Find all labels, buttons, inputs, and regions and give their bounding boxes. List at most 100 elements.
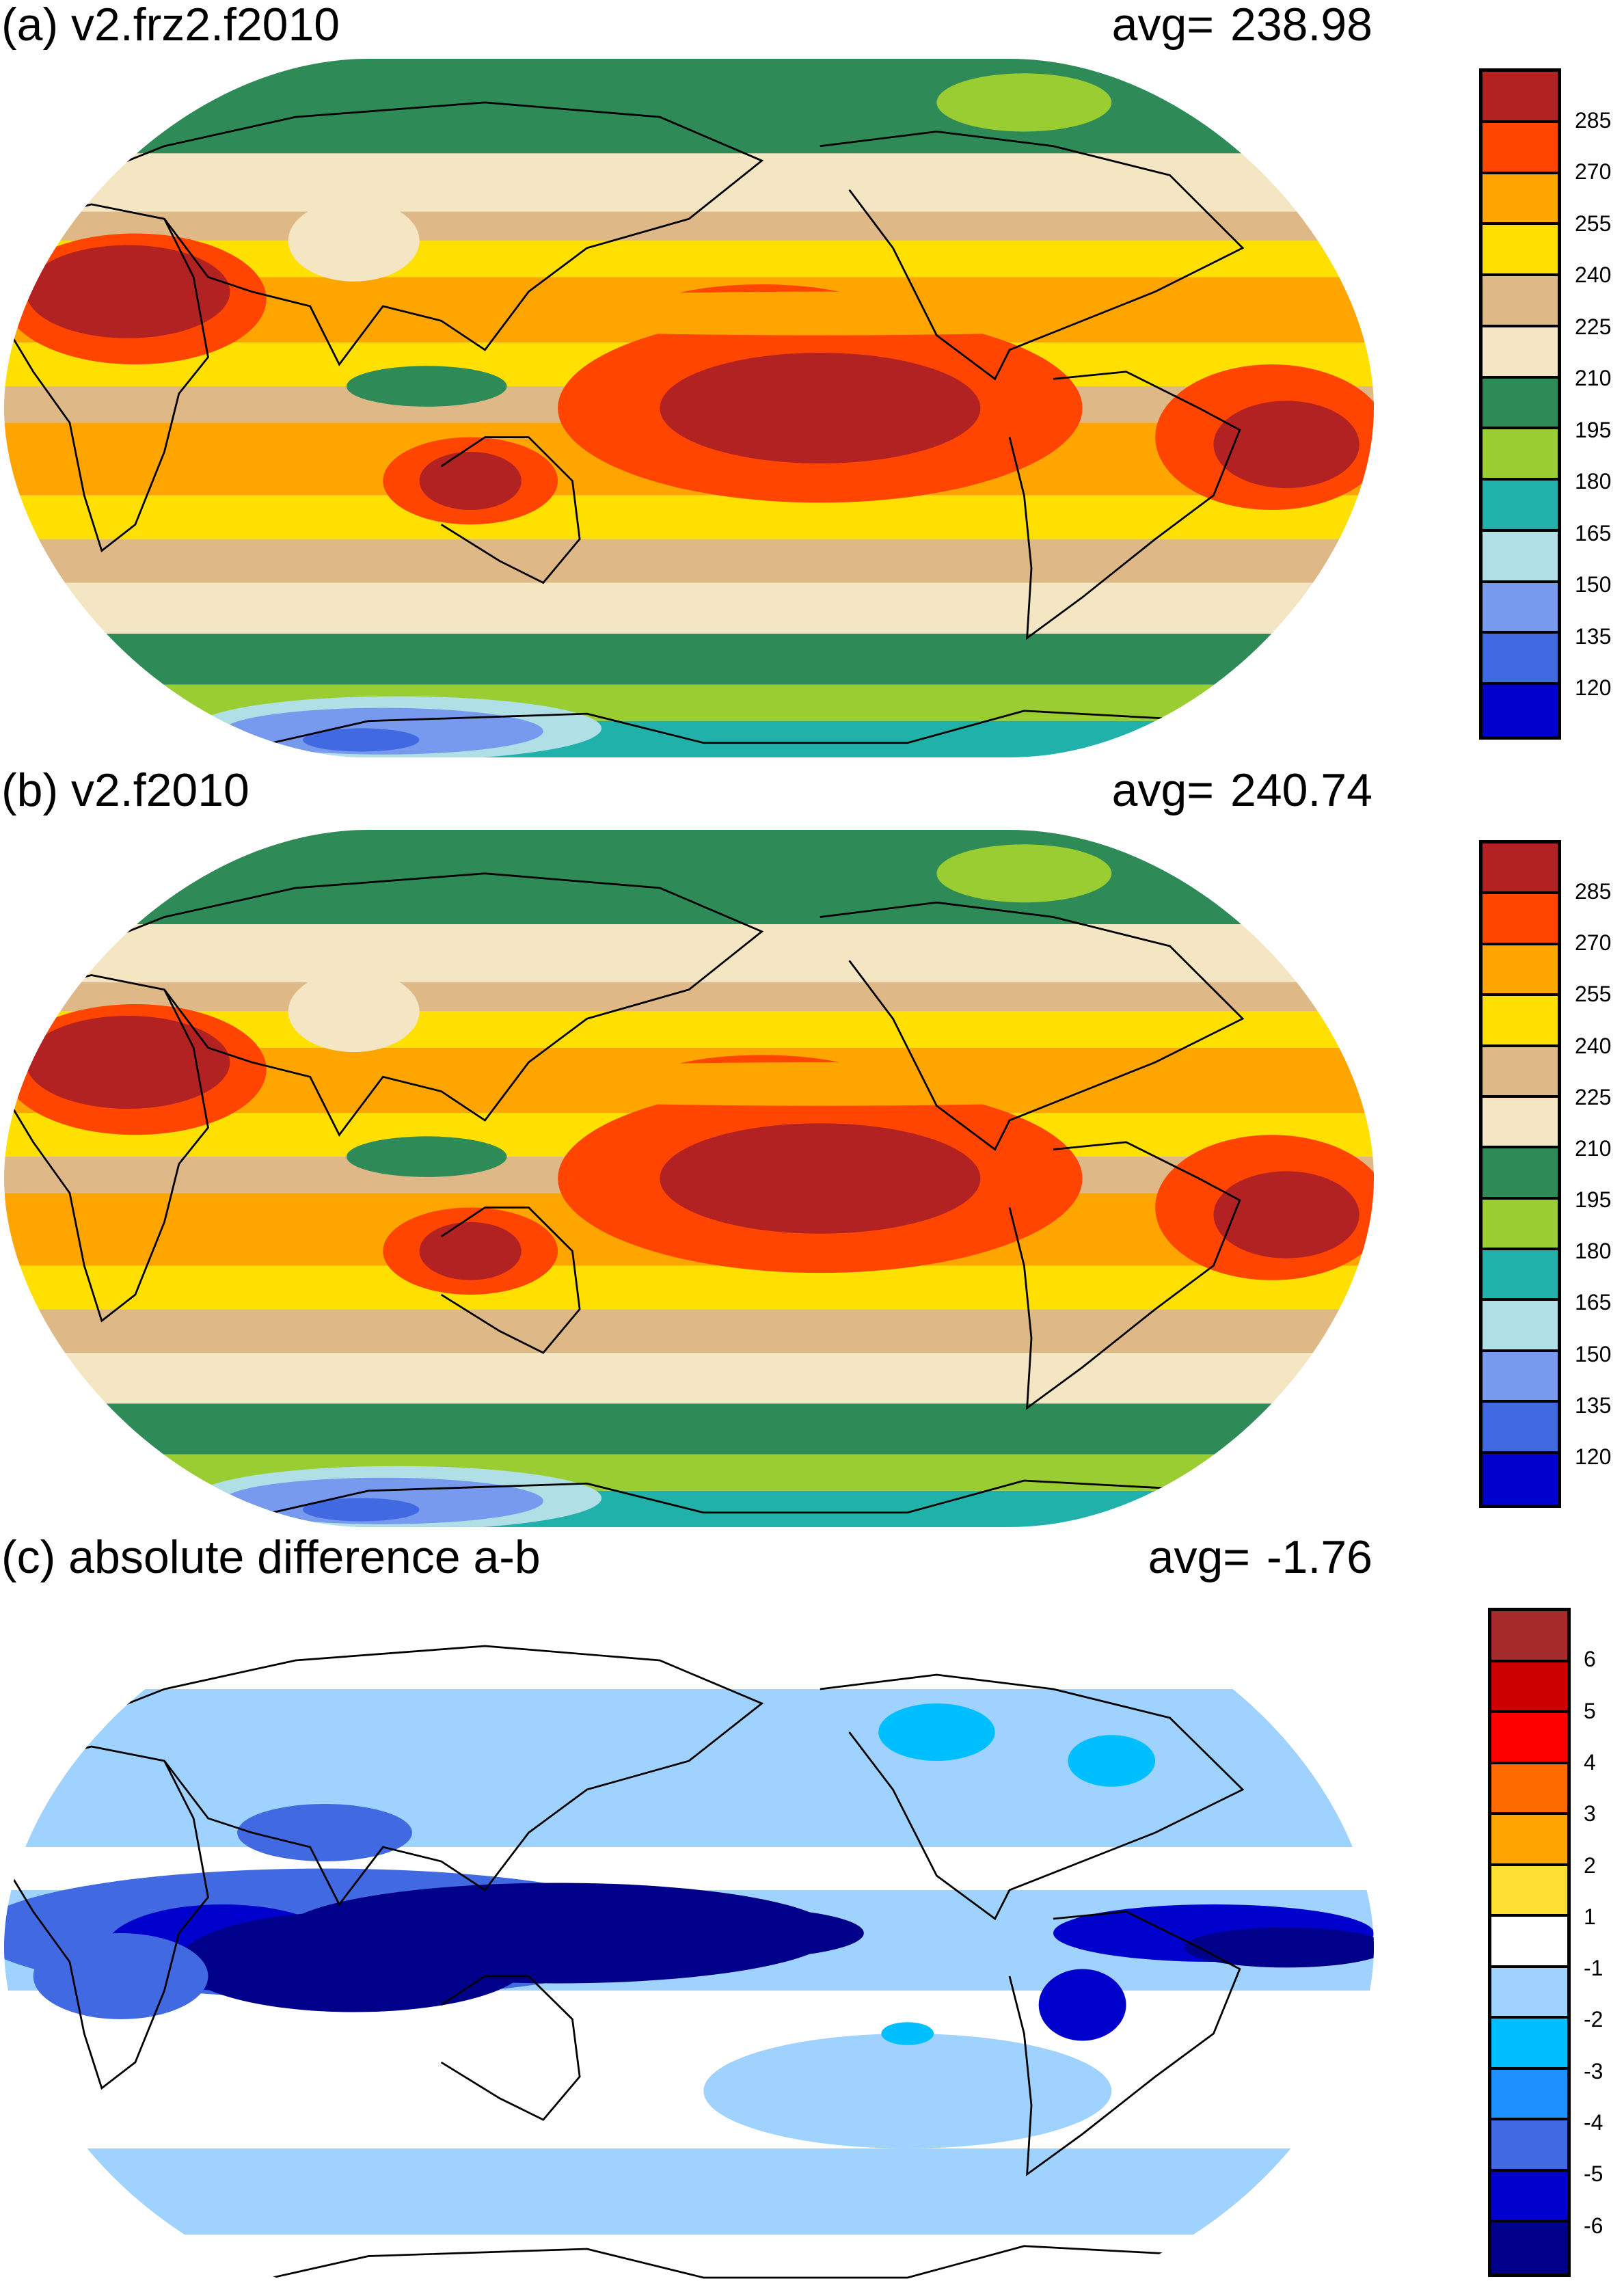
colorbar-label: 210 [1575, 1135, 1612, 1161]
field-region [303, 728, 420, 752]
field-region [878, 1703, 995, 1761]
coastline [47, 872, 764, 1137]
panel-a-average: avg= 238.98 [1112, 1, 1372, 48]
colorbar-box [1491, 2222, 1567, 2274]
avg-value: 240.74 [1230, 764, 1372, 816]
colorbar-box [1483, 844, 1558, 895]
colorbar-label: -1 [1584, 1956, 1603, 1981]
field-region [1213, 1171, 1359, 1258]
colorbar-label: 255 [1575, 211, 1612, 236]
coastline [440, 1206, 581, 1354]
field-band [4, 924, 1374, 983]
field-band [4, 1454, 1374, 1491]
colorbar-label: 240 [1575, 1033, 1612, 1058]
coastline [1008, 1911, 1241, 2176]
field-region [347, 1136, 507, 1177]
colorbar-box [1483, 996, 1558, 1047]
field-band [4, 1309, 1374, 1353]
colorbar-label: 195 [1575, 417, 1612, 442]
colorbar-box [1483, 1453, 1558, 1505]
colorbar-box [1483, 327, 1558, 379]
field-band [4, 211, 1374, 241]
coastline [47, 1645, 764, 1906]
colorbar-box [1483, 1199, 1558, 1251]
colorbar-box [1491, 2171, 1567, 2223]
field-band [4, 2148, 1374, 2235]
colorbar-label: 2 [1584, 1852, 1596, 1878]
field-region [383, 1062, 1258, 1106]
colorbar-box [1491, 1865, 1567, 1917]
colorbar-label: 240 [1575, 262, 1612, 288]
colorbar-label: 255 [1575, 982, 1612, 1007]
field-region [25, 1016, 230, 1109]
coastline [820, 131, 1245, 381]
colorbar-label: 210 [1575, 366, 1612, 391]
colorbar-box [1491, 1967, 1567, 2019]
colorbar-box [1483, 72, 1558, 123]
colorbar-label: 120 [1575, 675, 1612, 701]
panel-c-map [4, 1603, 1374, 2292]
colorbar-label: 180 [1575, 1239, 1612, 1264]
colorbar-box [1483, 378, 1558, 430]
colorbar-label: 285 [1575, 879, 1612, 904]
colorbar-label: 1 [1584, 1904, 1596, 1929]
field-band [4, 1991, 1374, 2148]
coastline [440, 1975, 581, 2121]
field-region [660, 1123, 981, 1234]
field-band [4, 582, 1374, 634]
coastline [820, 1673, 1245, 1921]
avg-value: 238.98 [1230, 0, 1372, 51]
colorbar-box [1491, 1713, 1567, 1764]
field-layer [4, 1603, 1374, 2292]
colorbar-label: -6 [1584, 2213, 1603, 2238]
panel-b-title: (b) v2.f2010 [1, 764, 249, 816]
colorbar-box [1491, 2069, 1567, 2121]
field-region [703, 2034, 1112, 2148]
colorbar-box [1483, 1301, 1558, 1352]
colorbar-box [1483, 122, 1558, 174]
colorbar-box [1483, 429, 1558, 481]
field-band [4, 1603, 1374, 1689]
field-region [383, 291, 1258, 336]
coastline [47, 101, 764, 366]
colorbar-box [1483, 1403, 1558, 1454]
field-region [936, 73, 1112, 132]
field-layer [4, 59, 1374, 757]
field-band [4, 539, 1374, 583]
field-region [288, 971, 420, 1053]
field-band [4, 634, 1374, 685]
colorbar-box [1483, 1148, 1558, 1200]
field-region [1184, 1927, 1374, 1968]
colorbar-label: 135 [1575, 1392, 1612, 1418]
field-region [25, 245, 230, 338]
colorbar-label: 285 [1575, 107, 1612, 133]
field-region [1038, 1969, 1126, 2041]
colorbar-label: 6 [1584, 1647, 1596, 1672]
coastline [1008, 1141, 1241, 1410]
field-region [33, 1933, 208, 2019]
colorbar-label: -2 [1584, 2007, 1603, 2032]
colorbar-box [1483, 531, 1558, 583]
field-band [4, 1265, 1374, 1310]
colorbar-box [1491, 2019, 1567, 2070]
colorbar-box [1483, 174, 1558, 226]
panel-a-map [4, 59, 1374, 757]
field-region [419, 1222, 522, 1280]
colorbar-label: 3 [1584, 1801, 1596, 1826]
field-band [4, 495, 1374, 539]
colorbar-box [1483, 276, 1558, 327]
field-region [4, 73, 179, 132]
field-region [1213, 401, 1359, 489]
colorbar-box [1483, 481, 1558, 532]
colorbar-label: -3 [1584, 2058, 1603, 2084]
panel-b-average: avg= 240.74 [1112, 767, 1372, 813]
colorbar-label: 5 [1584, 1698, 1596, 1723]
colorbar-box [1491, 1611, 1567, 1662]
colorbar-label: 135 [1575, 623, 1612, 649]
field-region [601, 1907, 864, 1959]
colorbar-label: 270 [1575, 159, 1612, 185]
colorbar-label: 270 [1575, 930, 1612, 956]
colorbar-box [1491, 2120, 1567, 2172]
colorbar-label: 180 [1575, 469, 1612, 494]
coastline [820, 901, 1245, 1151]
